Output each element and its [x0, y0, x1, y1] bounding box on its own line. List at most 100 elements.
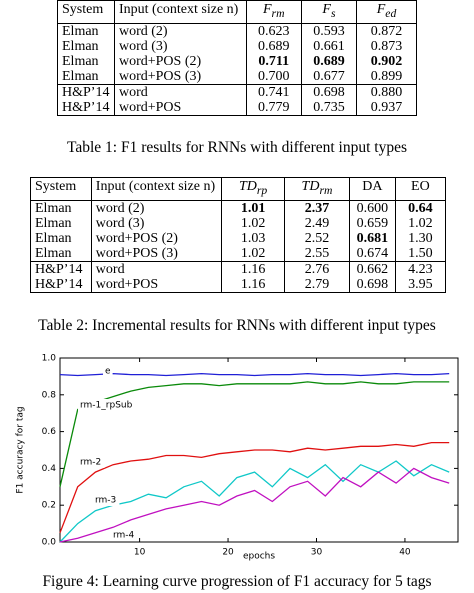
header-cell: TDrm: [284, 177, 350, 201]
table-cell: Elman: [30, 230, 92, 246]
series-line: [59, 467, 450, 543]
header-subscript: ed: [385, 6, 397, 20]
table-cell: 0.623: [245, 22, 302, 39]
table-row: Elman word+POS (2) 1.03 2.52 0.681 1.30: [30, 230, 447, 246]
header-subscript: rm: [319, 183, 333, 197]
table-cell: 2.52: [284, 230, 350, 246]
header-text: DA: [362, 179, 383, 194]
table-cell: 0.872: [356, 22, 417, 39]
table-cell: 4.23: [394, 260, 447, 277]
table-row: Elman word (2) 1.01 2.37 0.600 0.64: [30, 199, 447, 216]
table-cell: 0.902: [356, 53, 417, 69]
table-cell: Elman: [57, 22, 115, 39]
header-text: F: [262, 2, 272, 17]
table-cell: word+POS (2): [113, 53, 247, 69]
table-cell: 2.49: [284, 215, 350, 231]
series-line: [59, 381, 450, 487]
figure-caption: Figure 4: Learning curve progression of …: [42, 573, 432, 590]
table-cell: word (2): [113, 22, 247, 39]
table-cell: 0.593: [300, 22, 358, 39]
table-cell: 1.02: [394, 215, 447, 231]
table-cell: 2.55: [284, 245, 350, 262]
table-cell: 0.64: [394, 199, 447, 216]
plot-area: [59, 357, 459, 543]
chart: epochs F1 accuracy for tag 0.0 0.2 0.4 0.6 0…: [16, 354, 459, 562]
table-caption: Table 2: Incremental results for RNNs wi…: [38, 317, 436, 334]
table-cell: 0.880: [356, 83, 417, 100]
table-cell: 1.02: [221, 245, 286, 262]
x-tick-label: 40: [399, 548, 411, 558]
table-caption: Table 1: F1 results for RNNs with differ…: [66, 139, 408, 156]
header-cell: Input (context size n): [113, 0, 247, 24]
table-cell: word (3): [90, 215, 223, 231]
header-text: Input (context size n): [95, 179, 216, 194]
header-cell: System: [30, 177, 92, 201]
table-cell: 0.873: [356, 38, 417, 54]
header-text: System: [35, 179, 77, 194]
header-cell: TDrp: [221, 177, 286, 201]
table-cell: word+POS (2): [90, 230, 223, 246]
table-row: H&P’14 word+POS 1.16 2.79 0.698 3.95: [30, 276, 447, 293]
table-cell: 1.16: [221, 276, 286, 293]
header-text: System: [62, 2, 104, 17]
header-text: Input (context size n): [118, 2, 239, 17]
series-label-bg: [78, 456, 105, 468]
table-cell: H&P’14: [30, 276, 92, 293]
incremental-table: System Input (context size n) TDrp TDrm DA EO…: [30, 177, 447, 293]
header-subscript: rm: [271, 6, 285, 20]
table-row: Elman word (2) 0.623 0.593 0.872: [57, 22, 417, 39]
y-axis-label: F1 accuracy for tag: [16, 406, 26, 493]
table-cell: 0.937: [356, 99, 417, 116]
table-cell: word+POS: [90, 276, 223, 293]
table-row: H&P’14 word+POS 0.779 0.735 0.937: [57, 99, 417, 116]
y-tick-label: 1.0: [42, 354, 57, 364]
table-cell: 0.600: [348, 199, 396, 216]
y-tick-label: 0.4: [42, 464, 57, 474]
table-row: Elman word (3) 1.02 2.49 0.659 1.02: [30, 215, 447, 231]
header-cell: Fed: [356, 0, 417, 24]
header-cell: System: [57, 0, 115, 24]
header-cell: EO: [394, 177, 447, 201]
table-cell: 1.16: [221, 260, 286, 277]
table-cell: word: [90, 260, 223, 277]
table-cell: 0.698: [300, 83, 358, 100]
header-row: System Input (context size n) Frm Fs Fed: [57, 0, 417, 24]
y-tick-label: 0.2: [42, 501, 56, 511]
table-cell: Elman: [57, 38, 115, 54]
series-label-bg: [93, 494, 120, 506]
table-cell: 2.76: [284, 260, 350, 277]
header-subscript: s: [330, 6, 336, 20]
table-cell: 0.779: [245, 99, 302, 116]
table-row: Elman word+POS (2) 0.711 0.689 0.902: [57, 53, 417, 69]
table-cell: 0.735: [300, 99, 358, 116]
y-tick-label: 0.0: [42, 538, 57, 548]
series-label: e: [105, 367, 111, 377]
table-cell: 0.711: [245, 53, 302, 69]
series-label-bg: [111, 529, 138, 541]
header-text: F: [322, 2, 331, 17]
header-text: EO: [411, 179, 430, 194]
table-cell: 0.899: [356, 68, 417, 85]
table-cell: 0.662: [348, 260, 396, 277]
series-label: rm-4: [113, 531, 135, 541]
header-row: System Input (context size n) TDrp TDrm DA EO: [30, 177, 447, 201]
series-label: rm-1_rpSub: [80, 401, 133, 411]
table-cell: 0.689: [245, 38, 302, 54]
table-cell: 0.698: [348, 276, 396, 293]
header-cell: Frm: [245, 0, 302, 24]
header-subscript: rp: [256, 183, 268, 197]
results-table: System Input (context size n) Frm Fs Fed Elma…: [57, 0, 417, 116]
series-label-bg: [78, 399, 138, 411]
table-cell: H&P’14: [57, 99, 115, 116]
table-cell: Elman: [57, 68, 115, 85]
table-cell: 2.79: [284, 276, 350, 293]
table-cell: 0.681: [348, 230, 396, 246]
table-cell: 0.700: [245, 68, 302, 85]
header-text: TD: [301, 179, 320, 194]
header-cell: Fs: [300, 0, 358, 24]
series-line: [59, 441, 450, 534]
table-cell: word (2): [90, 199, 223, 216]
y-tick-label: 0.6: [42, 427, 57, 437]
header-text: TD: [238, 179, 257, 194]
